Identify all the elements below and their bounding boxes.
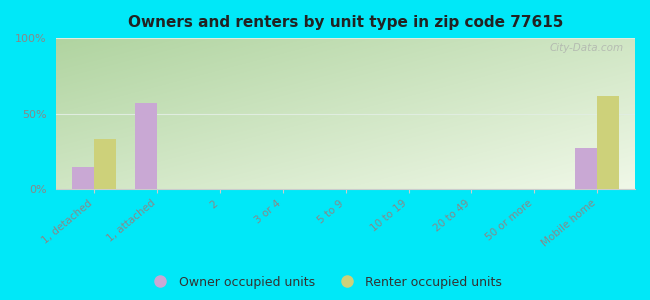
Bar (72, 167, 94, 189)
Title: Owners and renters by unit type in zip code 77615: Owners and renters by unit type in zip c… (128, 15, 564, 30)
Text: City-Data.com: City-Data.com (549, 43, 623, 52)
Bar (94, 140, 116, 189)
Bar (575, 148, 597, 189)
Bar (135, 103, 157, 189)
Bar (597, 95, 619, 189)
Legend: Owner occupied units, Renter occupied units: Owner occupied units, Renter occupied un… (143, 271, 507, 294)
